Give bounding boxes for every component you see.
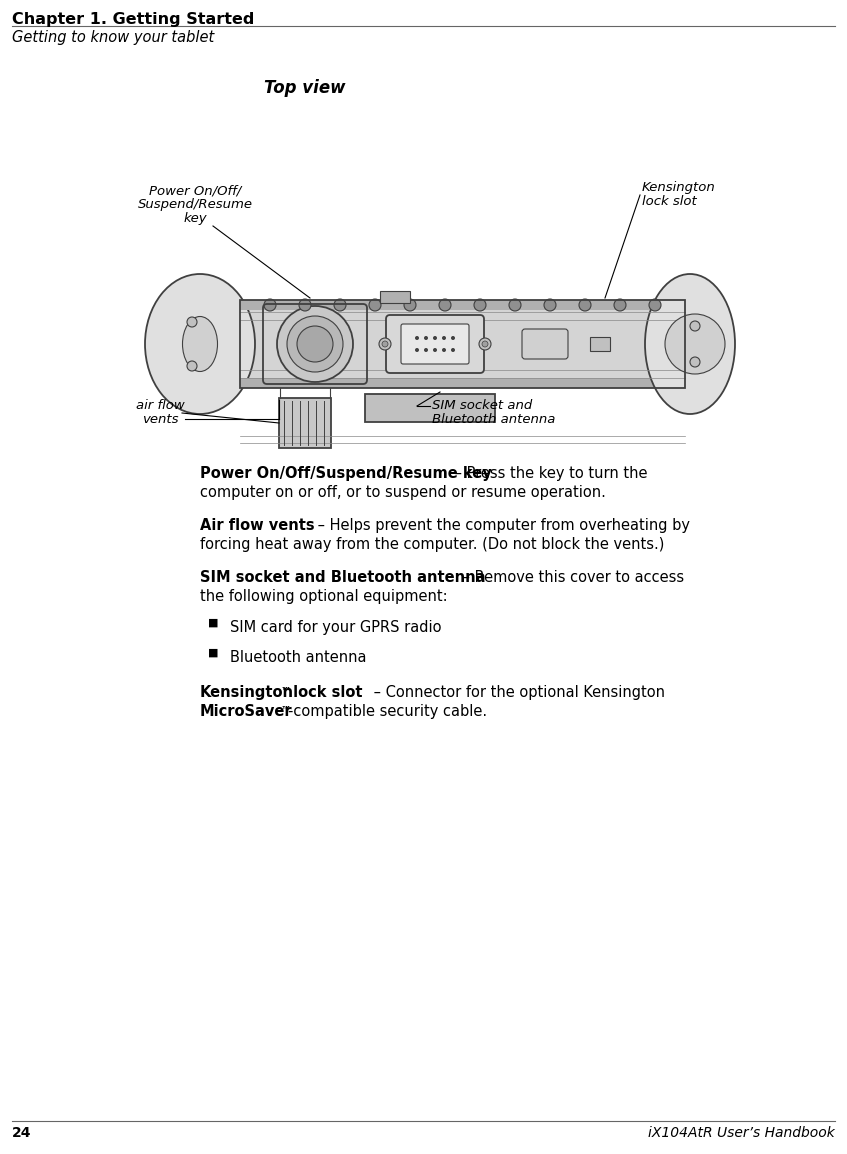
- Circle shape: [415, 336, 419, 340]
- Circle shape: [482, 340, 488, 347]
- Circle shape: [424, 336, 428, 340]
- Text: MicroSaver: MicroSaver: [200, 704, 292, 719]
- Circle shape: [544, 299, 556, 310]
- Text: Bluetooth antenna: Bluetooth antenna: [230, 650, 367, 665]
- Circle shape: [509, 299, 521, 310]
- Text: – Connector for the optional Kensington: – Connector for the optional Kensington: [369, 685, 665, 700]
- FancyBboxPatch shape: [386, 315, 484, 373]
- Circle shape: [297, 325, 333, 362]
- Circle shape: [299, 299, 311, 310]
- Text: Getting to know your tablet: Getting to know your tablet: [12, 30, 214, 45]
- Text: Top view: Top view: [264, 78, 346, 97]
- Circle shape: [287, 316, 343, 372]
- Bar: [590, 337, 610, 351]
- Circle shape: [369, 299, 381, 310]
- Text: SIM socket and: SIM socket and: [432, 399, 532, 412]
- Text: -compatible security cable.: -compatible security cable.: [289, 704, 488, 719]
- Bar: [240, 379, 685, 388]
- Ellipse shape: [145, 273, 255, 414]
- Text: computer on or off, or to suspend or resume operation.: computer on or off, or to suspend or res…: [200, 485, 606, 500]
- Text: Bluetooth antenna: Bluetooth antenna: [432, 413, 556, 426]
- Circle shape: [579, 299, 591, 310]
- Text: SIM socket and Bluetooth antenna: SIM socket and Bluetooth antenna: [200, 570, 485, 585]
- Text: Power On/Off/: Power On/Off/: [149, 183, 241, 197]
- Text: air flow: air flow: [136, 399, 185, 412]
- Text: lock slot: lock slot: [289, 685, 363, 700]
- Text: lock slot: lock slot: [642, 195, 697, 208]
- Circle shape: [439, 299, 451, 310]
- Bar: [279, 398, 331, 448]
- Text: the following optional equipment:: the following optional equipment:: [200, 589, 447, 604]
- FancyBboxPatch shape: [522, 329, 568, 359]
- Circle shape: [451, 336, 455, 340]
- Text: ■: ■: [208, 619, 219, 628]
- Bar: [365, 394, 495, 422]
- FancyBboxPatch shape: [401, 324, 469, 364]
- Circle shape: [187, 317, 197, 327]
- Circle shape: [649, 299, 661, 310]
- Circle shape: [690, 321, 700, 331]
- Bar: [240, 300, 685, 388]
- Text: 24: 24: [12, 1126, 31, 1140]
- Circle shape: [334, 299, 346, 310]
- Text: ■: ■: [208, 649, 219, 658]
- Text: key: key: [183, 212, 207, 225]
- Text: SIM card for your GPRS radio: SIM card for your GPRS radio: [230, 620, 441, 635]
- Bar: [240, 300, 685, 388]
- Circle shape: [379, 338, 391, 350]
- Text: Chapter 1. Getting Started: Chapter 1. Getting Started: [12, 12, 254, 27]
- Text: Kensington: Kensington: [642, 181, 716, 194]
- Circle shape: [277, 306, 353, 382]
- Circle shape: [479, 338, 491, 350]
- Text: – Press the key to turn the: – Press the key to turn the: [450, 466, 647, 481]
- Text: – Remove this cover to access: – Remove this cover to access: [457, 570, 684, 585]
- Text: Kensington: Kensington: [200, 685, 294, 700]
- Text: ™: ™: [280, 685, 291, 695]
- Text: iX104AtR User’s Handbook: iX104AtR User’s Handbook: [648, 1126, 835, 1140]
- Bar: [240, 300, 685, 310]
- Text: Suspend/Resume: Suspend/Resume: [137, 198, 252, 211]
- Circle shape: [474, 299, 486, 310]
- Circle shape: [424, 349, 428, 352]
- Circle shape: [614, 299, 626, 310]
- Text: ™: ™: [280, 704, 291, 714]
- Circle shape: [187, 361, 197, 370]
- Circle shape: [442, 349, 446, 352]
- Circle shape: [382, 340, 388, 347]
- Ellipse shape: [182, 316, 218, 372]
- Text: – Helps prevent the computer from overheating by: – Helps prevent the computer from overhe…: [313, 518, 689, 533]
- Circle shape: [264, 299, 276, 310]
- Circle shape: [433, 349, 437, 352]
- Bar: [380, 291, 410, 304]
- Ellipse shape: [645, 273, 735, 414]
- Text: forcing heat away from the computer. (Do not block the vents.): forcing heat away from the computer. (Do…: [200, 537, 664, 552]
- Text: Power On/Off/Suspend/Resume key: Power On/Off/Suspend/Resume key: [200, 466, 492, 481]
- Circle shape: [690, 357, 700, 367]
- Circle shape: [433, 336, 437, 340]
- Text: Air flow vents: Air flow vents: [200, 518, 314, 533]
- Ellipse shape: [665, 314, 725, 374]
- Text: vents: vents: [141, 413, 178, 426]
- Circle shape: [404, 299, 416, 310]
- Circle shape: [442, 336, 446, 340]
- Circle shape: [415, 349, 419, 352]
- Circle shape: [451, 349, 455, 352]
